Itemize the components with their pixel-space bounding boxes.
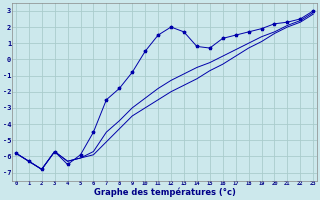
X-axis label: Graphe des températures (°c): Graphe des températures (°c) [94,188,236,197]
